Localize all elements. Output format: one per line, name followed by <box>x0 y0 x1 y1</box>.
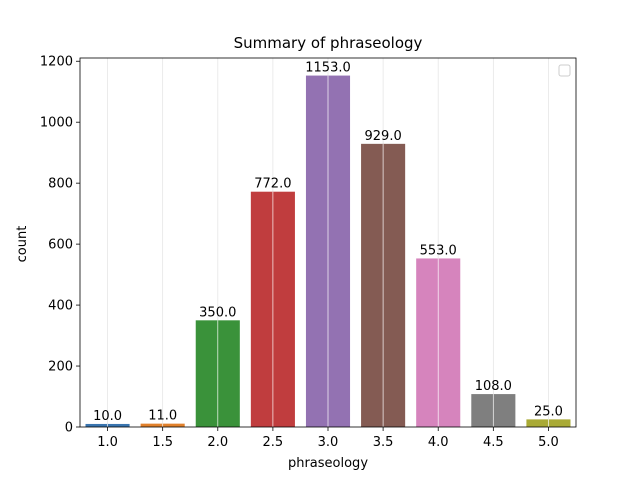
y-tick-label: 0 <box>65 421 73 436</box>
plot-area: 10.0 11.0 350.0 772.0 1153.0 929.0 553.0 108.0 2… <box>40 55 577 450</box>
bar-value-label: 25.0 <box>534 404 563 419</box>
x-axis-label: phraseology <box>288 456 368 471</box>
y-tick-label: 1200 <box>40 55 73 70</box>
x-tick-label: 2.0 <box>207 435 228 450</box>
legend-box <box>558 64 571 77</box>
bar-value-label: 350.0 <box>199 305 236 320</box>
bar-value-label: 929.0 <box>365 129 402 144</box>
y-tick-label: 800 <box>48 177 73 192</box>
chart-title: Summary of phraseology <box>234 34 423 52</box>
y-tick-label: 1000 <box>40 116 73 131</box>
x-tick-label: 4.0 <box>428 435 449 450</box>
x-tick-label: 1.0 <box>97 435 118 450</box>
x-tick-label: 3.0 <box>318 435 339 450</box>
y-tick-label: 600 <box>48 238 73 253</box>
x-tick-label: 3.5 <box>373 435 394 450</box>
y-axis-label: count <box>15 226 30 263</box>
bar-value-label: 11.0 <box>148 409 177 424</box>
x-tick-label: 1.5 <box>152 435 173 450</box>
x-tick-label: 5.0 <box>538 435 559 450</box>
bar-value-label: 10.0 <box>93 409 122 424</box>
bar-value-label: 1153.0 <box>305 61 351 76</box>
x-tick-label: 2.5 <box>263 435 284 450</box>
bar-value-label: 108.0 <box>475 379 512 394</box>
y-tick-label: 400 <box>48 299 73 314</box>
bar-value-label: 553.0 <box>420 243 457 258</box>
bar-value-label: 772.0 <box>254 177 291 192</box>
x-tick-label: 4.5 <box>483 435 504 450</box>
y-tick-label: 200 <box>48 360 73 375</box>
